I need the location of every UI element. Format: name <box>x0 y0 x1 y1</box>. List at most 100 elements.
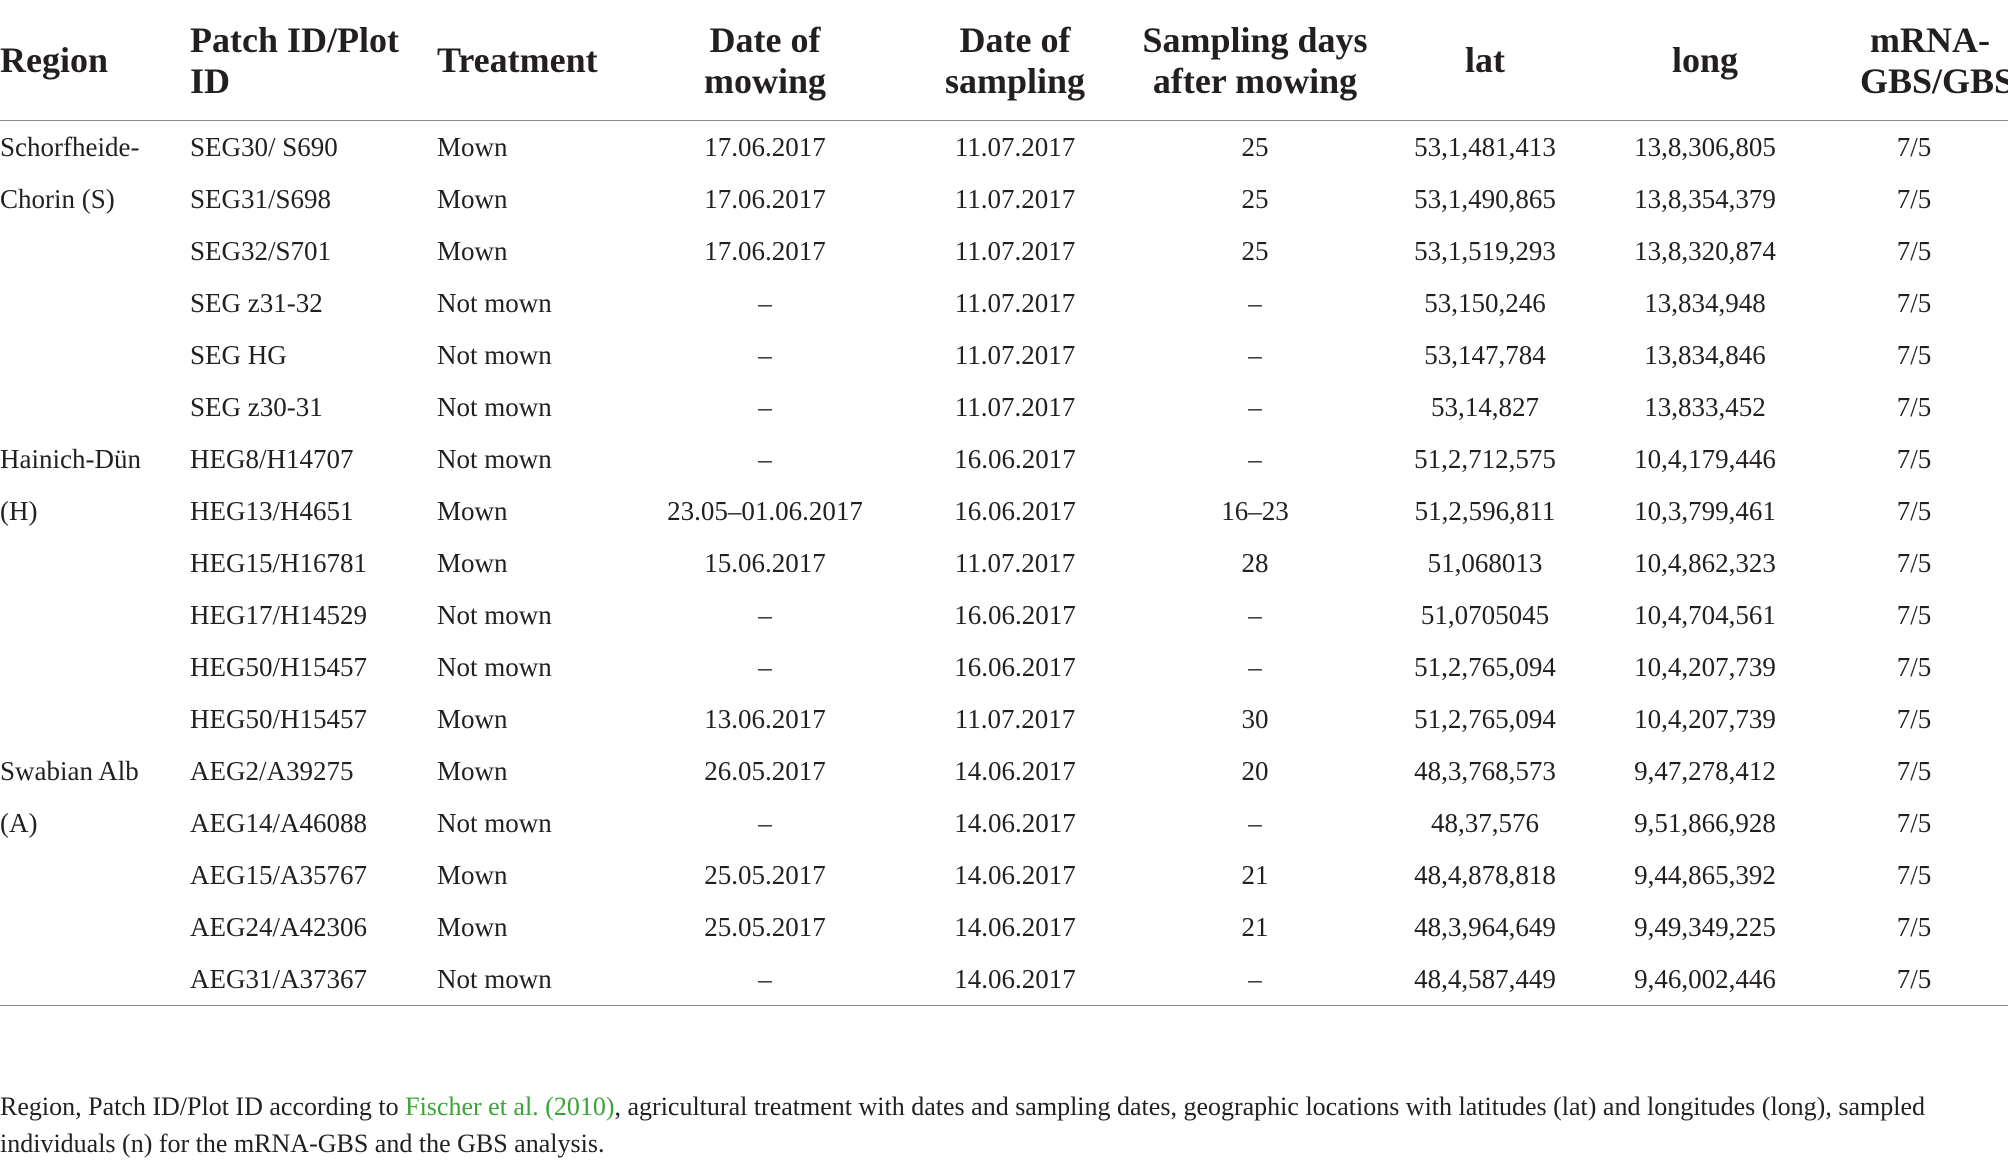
cell-treatment: Not mown <box>437 652 552 682</box>
cell-sampling-days: – <box>1248 444 1262 474</box>
cell-mrna-gbs: 7/5 <box>1896 808 1932 838</box>
cell-mrna-gbs: 7/5 <box>1896 600 1932 630</box>
cell-region <box>0 225 190 277</box>
cell-date-of-mowing: – <box>758 600 772 630</box>
cell-treatment: Not mown <box>437 600 552 630</box>
cell-long: 10,4,862,323 <box>1634 548 1776 578</box>
cell-treatment: Mown <box>437 496 508 526</box>
cell-date-of-sampling: 11.07.2017 <box>954 236 1076 266</box>
cell-patch-id: HEG50/H15457 <box>190 652 367 682</box>
cell-date-of-sampling: 11.07.2017 <box>954 548 1076 578</box>
cell-date-of-mowing: 17.06.2017 <box>704 132 826 162</box>
cell-treatment: Not mown <box>437 964 552 994</box>
cell-region: Hainich-Dün <box>0 444 141 474</box>
cell-date-of-sampling: 14.06.2017 <box>954 912 1076 942</box>
table-row: Hainich-Dün HEG8/H14707 Not mown – 16.06.201… <box>0 433 2008 485</box>
data-table-container: Region Patch ID/Plot ID Treatment Date o… <box>0 14 2008 1016</box>
cell-region <box>0 329 190 381</box>
cell-treatment: Not mown <box>437 392 552 422</box>
cell-mrna-gbs: 7/5 <box>1896 392 1932 422</box>
cell-date-of-mowing: 26.05.2017 <box>704 756 826 786</box>
cell-treatment: Mown <box>437 236 508 266</box>
table-row: SEG32/S701 Mown 17.06.2017 11.07.2017 25 53,1… <box>0 225 2008 277</box>
bottom-rule-line <box>0 1005 2008 1016</box>
cell-date-of-mowing: 23.05–01.06.2017 <box>667 496 863 526</box>
cell-date-of-sampling: 14.06.2017 <box>954 964 1076 994</box>
table-row: SEG HG Not mown – 11.07.2017 – 53,147,784 13,8… <box>0 329 2008 381</box>
cell-long: 9,44,865,392 <box>1634 860 1776 890</box>
cell-treatment: Mown <box>437 860 508 890</box>
cell-long: 13,8,354,379 <box>1634 184 1776 214</box>
header-row: Region Patch ID/Plot ID Treatment Date o… <box>0 14 2008 121</box>
cell-date-of-mowing: – <box>758 652 772 682</box>
caption-reference-link[interactable]: Fischer et al. (2010) <box>405 1092 615 1121</box>
table-row: HEG50/H15457 Not mown – 16.06.2017 – 51,2,765… <box>0 641 2008 693</box>
cell-mrna-gbs: 7/5 <box>1896 236 1932 266</box>
cell-region: Swabian Alb <box>0 756 139 786</box>
cell-date-of-mowing: – <box>758 964 772 994</box>
cell-treatment: Not mown <box>437 340 552 370</box>
cell-mrna-gbs: 7/5 <box>1896 860 1932 890</box>
cell-sampling-days: 20 <box>1241 756 1269 786</box>
cell-lat: 53,1,490,865 <box>1414 184 1556 214</box>
cell-long: 10,4,179,446 <box>1634 444 1776 474</box>
cell-date-of-sampling: 16.06.2017 <box>954 652 1076 682</box>
cell-date-of-sampling: 11.07.2017 <box>954 184 1076 214</box>
cell-region <box>0 381 190 433</box>
table-row: (H) HEG13/H4651 Mown 23.05–01.06.2017 16.06.… <box>0 485 2008 537</box>
cell-sampling-days: – <box>1248 392 1262 422</box>
cell-mrna-gbs: 7/5 <box>1896 288 1932 318</box>
table-bottom-rule <box>0 1005 2008 1016</box>
cell-region <box>0 641 190 693</box>
cell-lat: 53,14,827 <box>1431 392 1539 422</box>
cell-date-of-sampling: 14.06.2017 <box>954 808 1076 838</box>
header-patch-id: Patch ID/Plot ID <box>190 14 437 121</box>
cell-treatment: Not mown <box>437 444 552 474</box>
cell-date-of-mowing: – <box>758 340 772 370</box>
cell-long: 13,8,320,874 <box>1634 236 1776 266</box>
cell-lat: 48,4,878,818 <box>1414 860 1556 890</box>
cell-date-of-mowing: – <box>758 392 772 422</box>
cell-region <box>0 849 190 901</box>
cell-lat: 53,147,784 <box>1424 340 1546 370</box>
cell-treatment: Not mown <box>437 288 552 318</box>
cell-region <box>0 537 190 589</box>
cell-date-of-mowing: – <box>758 444 772 474</box>
cell-mrna-gbs: 7/5 <box>1896 704 1932 734</box>
cell-patch-id: SEG HG <box>190 340 287 370</box>
cell-date-of-sampling: 11.07.2017 <box>954 340 1076 370</box>
cell-mrna-gbs: 7/5 <box>1896 340 1932 370</box>
table-row: SEG z31-32 Not mown – 11.07.2017 – 53,150,246… <box>0 277 2008 329</box>
header-date-of-sampling: Date of sampling <box>900 14 1130 121</box>
cell-sampling-days: 21 <box>1241 912 1269 942</box>
cell-patch-id: AEG15/A35767 <box>190 860 367 890</box>
cell-region: (A) <box>0 808 38 838</box>
cell-sampling-days: 30 <box>1241 704 1269 734</box>
cell-sampling-days: 25 <box>1241 132 1269 162</box>
table-row: Swabian Alb AEG2/A39275 Mown 26.05.2017 14.0… <box>0 745 2008 797</box>
cell-sampling-days: – <box>1248 600 1262 630</box>
cell-patch-id: HEG8/H14707 <box>190 444 354 474</box>
cell-patch-id: AEG31/A37367 <box>190 964 367 994</box>
table-caption: Region, Patch ID/Plot ID according to Fi… <box>0 1088 2000 1162</box>
cell-lat: 53,150,246 <box>1424 288 1546 318</box>
cell-patch-id: HEG13/H4651 <box>190 496 354 526</box>
cell-long: 9,51,866,928 <box>1634 808 1776 838</box>
cell-patch-id: SEG32/S701 <box>190 236 332 266</box>
cell-mrna-gbs: 7/5 <box>1896 184 1932 214</box>
cell-treatment: Mown <box>437 704 508 734</box>
header-long: long <box>1590 14 1820 121</box>
cell-sampling-days: – <box>1248 964 1262 994</box>
header-mrna-gbs: mRNA-GBS/GBS <box>1820 14 2008 121</box>
cell-patch-id: AEG14/A46088 <box>190 808 367 838</box>
cell-lat: 51,068013 <box>1427 548 1543 578</box>
cell-lat: 48,37,576 <box>1431 808 1539 838</box>
cell-sampling-days: – <box>1248 808 1262 838</box>
cell-region: Schorfheide- <box>0 132 140 162</box>
cell-region: (H) <box>0 496 38 526</box>
cell-long: 10,3,799,461 <box>1634 496 1776 526</box>
cell-mrna-gbs: 7/5 <box>1896 912 1932 942</box>
cell-mrna-gbs: 7/5 <box>1896 132 1932 162</box>
cell-long: 13,833,452 <box>1644 392 1766 422</box>
header-treatment: Treatment <box>437 14 630 121</box>
